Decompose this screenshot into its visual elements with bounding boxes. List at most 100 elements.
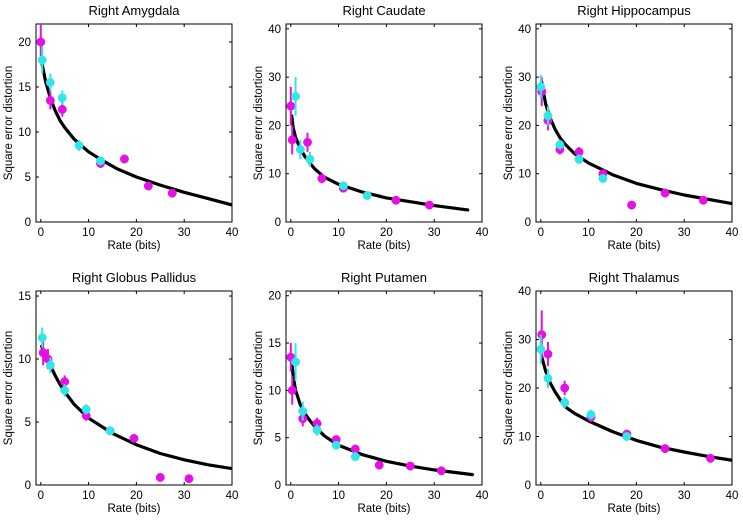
cyan-data-point xyxy=(574,154,584,164)
x-tick-label: 30 xyxy=(178,490,191,502)
magenta-data-point xyxy=(286,101,296,111)
y-axis-label: Square error distortion xyxy=(253,331,265,445)
cyan-data-point xyxy=(60,386,70,395)
chart-title: Right Putamen xyxy=(341,270,427,285)
magenta-data-point xyxy=(627,200,637,210)
cyan-data-point xyxy=(291,91,301,101)
y-tick-label: 15 xyxy=(18,82,31,94)
x-tick-label: 30 xyxy=(678,490,691,502)
x-tick-label: 0 xyxy=(288,227,294,239)
y-tick-label: 10 xyxy=(518,432,531,444)
magenta-data-point xyxy=(143,181,153,191)
magenta-data-point xyxy=(119,154,129,164)
y-tick-label: 10 xyxy=(518,169,531,181)
y-tick-label: 0 xyxy=(525,217,531,229)
y-tick-label: 20 xyxy=(518,383,531,395)
x-tick-label: 0 xyxy=(538,490,544,502)
x-tick-label: 0 xyxy=(288,490,294,502)
chart-title: Right Globus Pallidus xyxy=(72,270,197,285)
magenta-data-point xyxy=(287,135,297,145)
x-tick-label: 10 xyxy=(332,490,345,502)
chart-panel-3: Right Hippocampus 0 10 20 30 40 0 10 20 30 40 Rate … xyxy=(503,3,738,252)
magenta-data-point xyxy=(543,349,553,359)
x-tick-label: 30 xyxy=(678,227,691,239)
x-axis-label: Rate (bits) xyxy=(357,503,410,515)
cyan-data-point xyxy=(536,344,546,354)
plot-area xyxy=(536,310,732,463)
x-tick-label: 10 xyxy=(82,227,95,239)
magenta-data-point xyxy=(706,453,715,463)
magenta-data-point xyxy=(391,195,401,205)
x-tick-label: 0 xyxy=(538,227,544,239)
cyan-data-point xyxy=(598,174,608,183)
cyan-data-point xyxy=(331,440,341,450)
fit-curve-line xyxy=(540,354,732,462)
chart-panel-4: Right Globus Pallidus 0 10 20 30 40 0 5 10 15 Rate… xyxy=(3,270,238,515)
plot-frame xyxy=(535,23,733,223)
cyan-data-point xyxy=(74,141,84,150)
x-tick-label: 40 xyxy=(476,227,489,239)
x-tick-label: 40 xyxy=(476,490,489,502)
cyan-data-point xyxy=(37,55,47,65)
y-axis-label: Square error distortion xyxy=(503,331,515,445)
magenta-data-point xyxy=(167,188,177,198)
chart-title: Right Caudate xyxy=(342,3,425,18)
magenta-data-point xyxy=(405,461,415,471)
cyan-data-point xyxy=(298,406,308,416)
magenta-data-point xyxy=(660,188,670,198)
magenta-data-point xyxy=(36,37,46,47)
cyan-data-point xyxy=(37,333,47,343)
cyan-data-point xyxy=(543,373,553,383)
fit-curve-line xyxy=(289,355,474,477)
chart-title: Right Thalamus xyxy=(589,270,680,285)
cyan-data-point xyxy=(543,111,553,121)
y-tick-label: 10 xyxy=(268,169,281,181)
magenta-data-point xyxy=(560,383,570,393)
y-axis-label: Square error distortion xyxy=(503,66,515,180)
plot-area xyxy=(286,77,470,212)
x-tick-label: 0 xyxy=(38,490,44,502)
cyan-data-point xyxy=(536,82,546,92)
plot-frame xyxy=(35,290,233,486)
x-tick-label: 10 xyxy=(332,227,345,239)
plot-area xyxy=(286,343,474,477)
chart-panel-6: Right Thalamus 0 10 20 30 40 0 10 20 30 40 Rate (bi… xyxy=(503,270,738,515)
cyan-data-point xyxy=(586,410,596,420)
fit-curve-line xyxy=(540,80,732,206)
cyan-data-point xyxy=(96,156,105,166)
y-tick-label: 10 xyxy=(268,385,281,397)
y-tick-label: 5 xyxy=(25,172,31,184)
cyan-data-point xyxy=(305,154,315,164)
y-tick-label: 0 xyxy=(25,217,31,229)
chart-title: Right Hippocampus xyxy=(577,3,691,18)
x-axis-label: Rate (bits) xyxy=(107,503,160,515)
y-tick-label: 10 xyxy=(18,127,31,139)
cyan-data-point xyxy=(295,145,305,155)
magenta-data-point xyxy=(424,200,434,210)
x-tick-label: 0 xyxy=(38,227,44,239)
x-tick-label: 20 xyxy=(630,490,643,502)
cyan-data-point xyxy=(45,360,55,370)
x-tick-label: 10 xyxy=(582,490,595,502)
x-tick-label: 40 xyxy=(726,227,739,239)
x-axis-label: Rate (bits) xyxy=(357,240,410,252)
magenta-data-point xyxy=(303,137,312,147)
y-tick-label: 30 xyxy=(518,335,531,347)
magenta-data-point xyxy=(350,444,360,454)
cyan-data-point xyxy=(362,190,372,200)
y-tick-label: 0 xyxy=(525,480,531,492)
magenta-data-point xyxy=(436,466,446,476)
plot-area xyxy=(36,24,232,207)
cyan-data-point xyxy=(81,404,91,414)
magenta-data-point xyxy=(57,105,67,114)
cyan-data-point xyxy=(105,426,115,436)
x-tick-label: 20 xyxy=(380,490,393,502)
cyan-data-point xyxy=(622,432,632,441)
cyan-data-point xyxy=(338,181,348,191)
y-tick-label: 20 xyxy=(268,120,281,132)
fit-curve-line xyxy=(290,114,470,212)
fit-curve-line xyxy=(40,62,232,207)
y-tick-label: 20 xyxy=(518,120,531,132)
y-tick-label: 40 xyxy=(518,286,531,298)
